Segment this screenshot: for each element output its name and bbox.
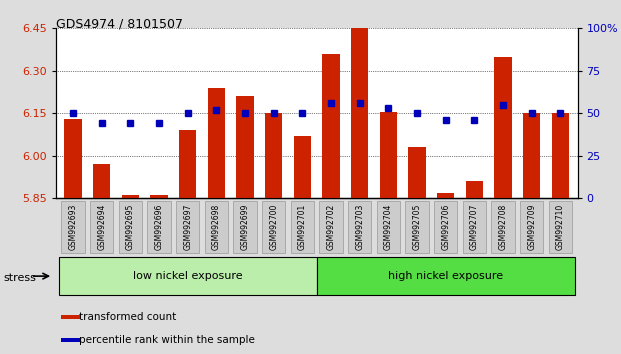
Text: GSM992710: GSM992710 — [556, 204, 565, 250]
Text: GSM992698: GSM992698 — [212, 204, 221, 250]
Text: GSM992705: GSM992705 — [412, 203, 422, 250]
Bar — [208, 88, 225, 198]
Text: low nickel exposure: low nickel exposure — [133, 271, 243, 281]
Bar — [61, 338, 80, 342]
Text: GSM992702: GSM992702 — [327, 204, 335, 250]
Bar — [179, 130, 196, 198]
FancyBboxPatch shape — [376, 200, 400, 253]
Text: GSM992708: GSM992708 — [499, 204, 507, 250]
Bar — [150, 195, 168, 198]
Text: GSM992701: GSM992701 — [298, 204, 307, 250]
Text: GSM992700: GSM992700 — [270, 203, 278, 250]
FancyBboxPatch shape — [348, 200, 371, 253]
Text: GSM992694: GSM992694 — [97, 203, 106, 250]
Bar — [61, 315, 80, 319]
Bar — [322, 54, 340, 198]
Text: GSM992693: GSM992693 — [68, 203, 78, 250]
FancyBboxPatch shape — [463, 200, 486, 253]
Text: GSM992697: GSM992697 — [183, 203, 193, 250]
Text: GSM992696: GSM992696 — [155, 203, 163, 250]
Text: GSM992699: GSM992699 — [240, 203, 250, 250]
Bar — [466, 181, 483, 198]
FancyBboxPatch shape — [262, 200, 286, 253]
Text: GSM992704: GSM992704 — [384, 203, 393, 250]
Text: GDS4974 / 8101507: GDS4974 / 8101507 — [56, 18, 183, 31]
Text: transformed count: transformed count — [79, 312, 176, 322]
FancyBboxPatch shape — [548, 200, 572, 253]
Text: percentile rank within the sample: percentile rank within the sample — [79, 335, 255, 345]
FancyBboxPatch shape — [406, 200, 428, 253]
FancyBboxPatch shape — [61, 200, 85, 253]
Text: stress: stress — [3, 273, 36, 283]
Bar — [380, 112, 397, 198]
FancyBboxPatch shape — [147, 200, 171, 253]
Text: GSM992706: GSM992706 — [441, 203, 450, 250]
Bar — [437, 193, 455, 198]
Bar — [551, 113, 569, 198]
Bar — [351, 23, 368, 198]
FancyBboxPatch shape — [291, 200, 314, 253]
Bar — [93, 164, 111, 198]
Bar — [237, 96, 253, 198]
Bar — [65, 119, 82, 198]
FancyBboxPatch shape — [319, 200, 343, 253]
FancyBboxPatch shape — [205, 200, 228, 253]
Text: GSM992709: GSM992709 — [527, 203, 536, 250]
Bar — [523, 113, 540, 198]
Bar — [494, 57, 512, 198]
FancyBboxPatch shape — [119, 200, 142, 253]
Bar — [409, 147, 425, 198]
FancyBboxPatch shape — [90, 200, 114, 253]
FancyBboxPatch shape — [520, 200, 543, 253]
FancyBboxPatch shape — [233, 200, 257, 253]
FancyBboxPatch shape — [434, 200, 458, 253]
Bar — [122, 195, 139, 198]
FancyBboxPatch shape — [491, 200, 515, 253]
FancyBboxPatch shape — [176, 200, 199, 253]
Text: GSM992703: GSM992703 — [355, 203, 364, 250]
Bar — [317, 257, 574, 295]
Bar — [59, 257, 317, 295]
Text: high nickel exposure: high nickel exposure — [388, 271, 503, 281]
Text: GSM992695: GSM992695 — [126, 203, 135, 250]
Bar — [265, 113, 283, 198]
Bar — [294, 136, 311, 198]
Text: GSM992707: GSM992707 — [470, 203, 479, 250]
